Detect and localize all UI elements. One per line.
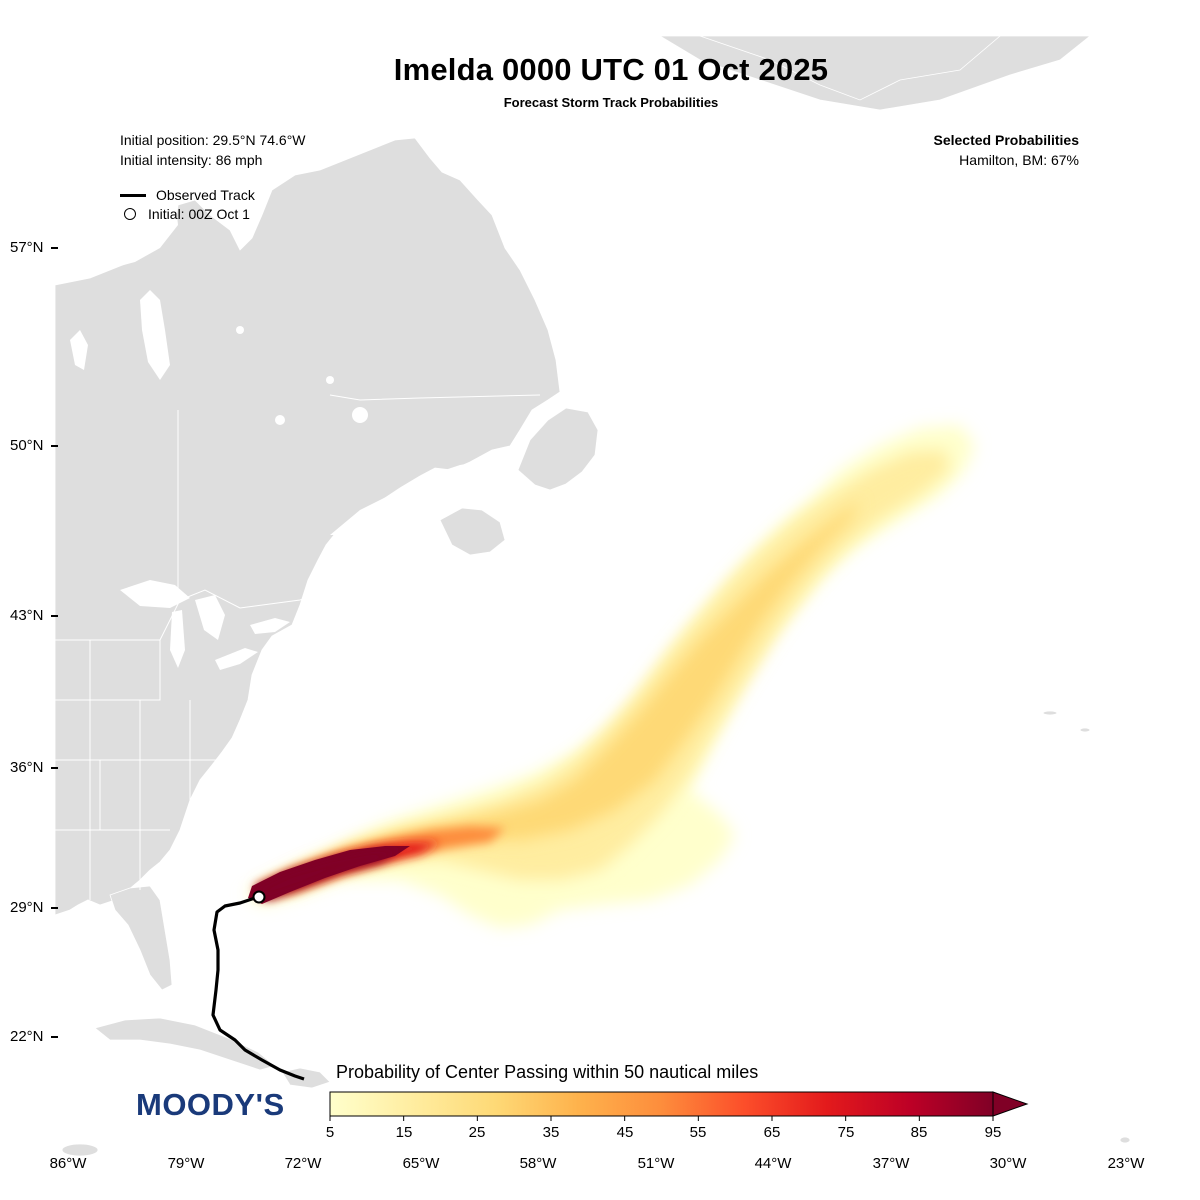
lat-label: 29°N <box>10 899 58 916</box>
colorbar <box>329 1091 1029 1121</box>
lon-label: 72°W <box>284 1155 322 1172</box>
newfoundland <box>517 407 599 491</box>
initial-position-marker <box>252 890 266 904</box>
initial-intensity-text: Initial intensity: 86 mph <box>120 152 263 168</box>
legend-initial-label: Initial: 00Z Oct 1 <box>148 206 250 222</box>
hudson-bay <box>68 160 178 270</box>
lake-michigan <box>170 610 185 668</box>
initial-circle-icon <box>124 208 136 220</box>
lon-label: 79°W <box>167 1155 205 1172</box>
colorbar-tick-label: 35 <box>542 1124 560 1141</box>
colorbar-tick-label: 5 <box>325 1124 335 1141</box>
selected-probabilities-heading: Selected Probabilities <box>933 132 1080 148</box>
colorbar-bar <box>329 1091 994 1117</box>
colorbar-tick-label: 15 <box>395 1124 413 1141</box>
lake-ontario <box>250 618 290 634</box>
colorbar-tick-label: 95 <box>984 1124 1002 1141</box>
lon-label: 65°W <box>402 1155 440 1172</box>
lat-label: 43°N <box>10 607 58 624</box>
swath-core <box>255 850 400 900</box>
florida <box>109 885 173 991</box>
lon-label: 37°W <box>872 1155 910 1172</box>
map-title: Imelda 0000 UTC 01 Oct 2025 <box>393 52 829 87</box>
legend-observed-track-label: Observed Track <box>156 187 255 203</box>
colorbar-title: Probability of Center Passing within 50 … <box>336 1062 759 1082</box>
lon-label: 51°W <box>637 1155 675 1172</box>
lake-huron <box>195 595 225 640</box>
lon-label: 58°W <box>519 1155 557 1172</box>
lon-label: 44°W <box>754 1155 792 1172</box>
colorbar-tick-label: 45 <box>616 1124 634 1141</box>
lat-label: 50°N <box>10 437 58 454</box>
lake-winnipeg <box>70 330 88 370</box>
lat-label: 22°N <box>10 1028 58 1045</box>
lakes <box>68 160 510 670</box>
hispaniola <box>281 1067 331 1089</box>
track-line-icon <box>120 193 146 197</box>
colorbar-tick-label: 55 <box>689 1124 707 1141</box>
nova-scotia <box>439 507 506 556</box>
gulf-st-lawrence <box>330 460 510 535</box>
legend-observed-track: Observed Track <box>120 187 255 203</box>
legend-initial: Initial: 00Z Oct 1 <box>120 206 250 222</box>
lon-label: 30°W <box>989 1155 1027 1172</box>
swath-15 <box>250 450 950 892</box>
colorbar-tick-label: 25 <box>468 1124 486 1141</box>
colorbar-extend-arrow <box>992 1091 1029 1117</box>
probability-swath <box>245 425 975 928</box>
colorbar-tick-label: 75 <box>837 1124 855 1141</box>
initial-position-text: Initial position: 29.5°N 74.6°W <box>120 132 306 148</box>
lon-label: 23°W <box>1107 1155 1145 1172</box>
selected-probability-hamilton: Hamilton, BM: 67% <box>959 152 1079 168</box>
map-subtitle: Forecast Storm Track Probabilities <box>503 95 719 110</box>
observed-track-line <box>211 895 305 1081</box>
swath-25 <box>255 500 860 890</box>
lake-erie <box>215 648 258 670</box>
cuba <box>94 1017 276 1071</box>
borders <box>55 394 541 900</box>
moodys-logo: MOODY'S <box>136 1087 285 1122</box>
colorbar-tick-label: 85 <box>910 1124 928 1141</box>
lake-superior <box>120 580 190 608</box>
colorbar-tick-label: 65 <box>763 1124 781 1141</box>
lat-label: 36°N <box>10 759 58 776</box>
lat-label: 57°N <box>10 239 58 256</box>
lon-label: 86°W <box>49 1155 87 1172</box>
colorbar-ticks <box>329 1116 994 1121</box>
james-bay <box>140 290 170 380</box>
